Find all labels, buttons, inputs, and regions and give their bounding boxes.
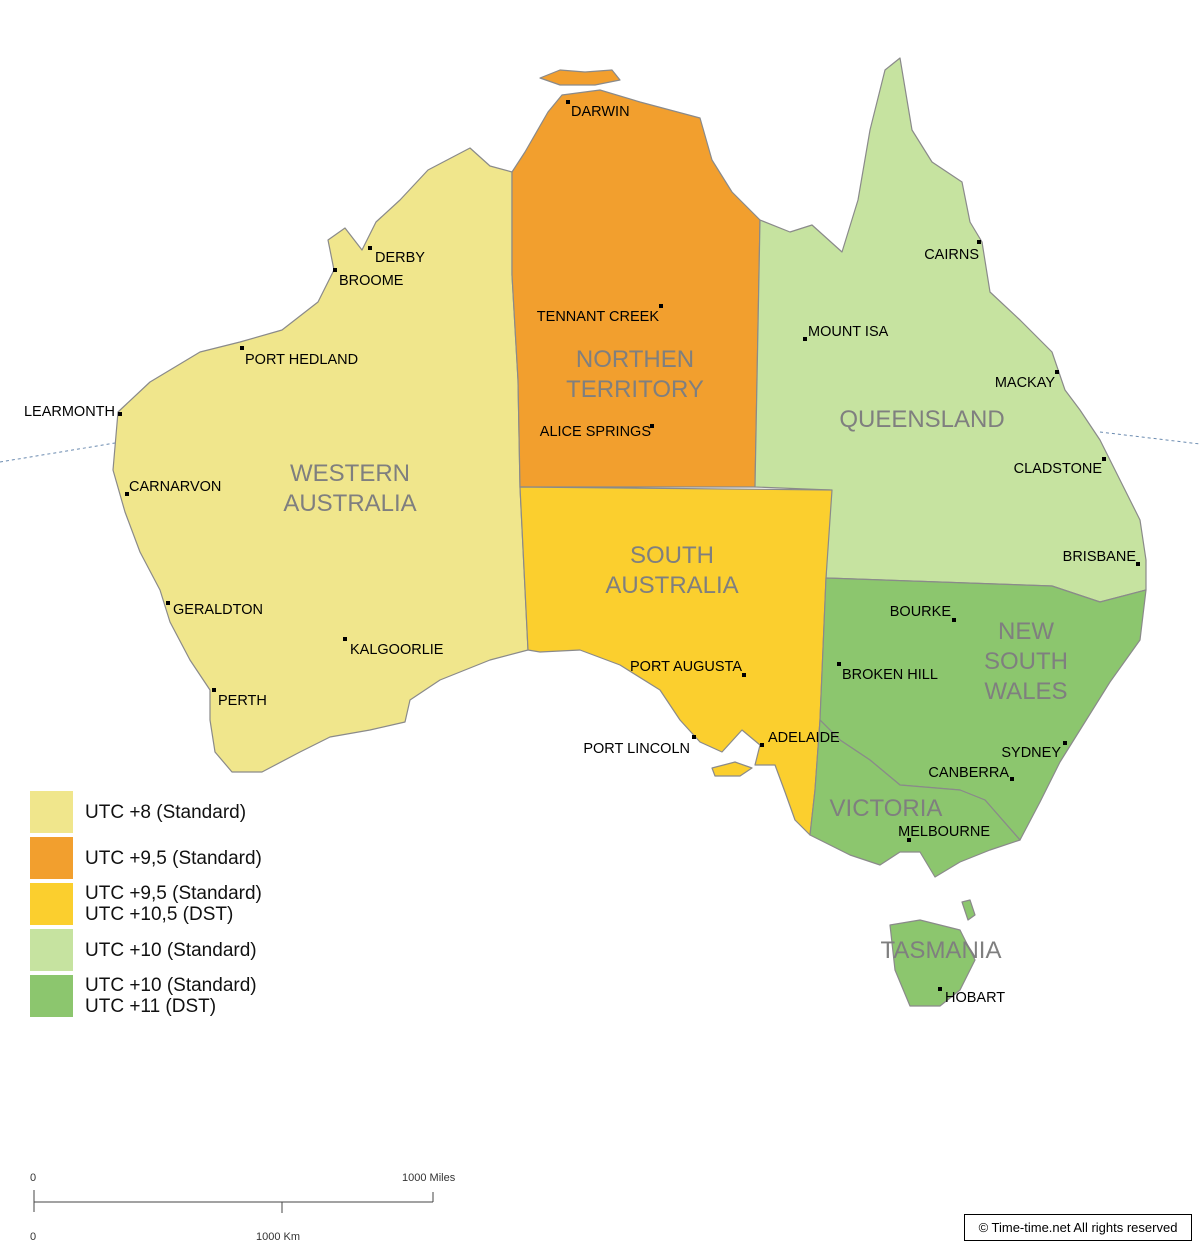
- city-marker: [907, 838, 911, 842]
- island-tiwi: [539, 69, 621, 86]
- city-label: ADELAIDE: [768, 730, 840, 746]
- legend-text: UTC +10,5 (DST): [85, 904, 234, 925]
- city-marker: [837, 662, 841, 666]
- city-marker: [952, 618, 956, 622]
- legend-swatch: [30, 837, 73, 879]
- city-marker: [650, 424, 654, 428]
- city-marker: [1055, 370, 1059, 374]
- city-label: CANBERRA: [928, 765, 1009, 781]
- region-label-nsw-2: SOUTH: [984, 648, 1068, 675]
- region-label-nt: NORTHEN: [576, 346, 694, 373]
- region-label-qld: QUEENSLAND: [839, 406, 1004, 433]
- region-label-tas: TASMANIA: [881, 937, 1002, 964]
- legend-swatch: [30, 791, 73, 833]
- region-label-nsw-3: WALES: [984, 678, 1067, 705]
- legend-swatch: [30, 929, 73, 971]
- legend-item: UTC +8 (Standard): [30, 791, 262, 833]
- scale-bar: [33, 1190, 434, 1213]
- city-marker: [166, 601, 170, 605]
- city-label: BROOME: [339, 273, 404, 289]
- city-marker: [977, 240, 981, 244]
- city-marker: [1010, 777, 1014, 781]
- city-marker: [368, 246, 372, 250]
- legend: UTC +8 (Standard) UTC +9,5 (Standard) UT…: [30, 791, 262, 1021]
- city-marker: [1136, 562, 1140, 566]
- legend-item: UTC +9,5 (Standard): [30, 837, 262, 879]
- city-marker: [938, 987, 942, 991]
- city-label: TENNANT CREEK: [537, 309, 660, 325]
- city-label: MACKAY: [995, 375, 1055, 391]
- city-label: CAIRNS: [924, 247, 979, 263]
- region-tasmania: [889, 919, 976, 1007]
- city-label: DERBY: [375, 250, 425, 266]
- region-label-nt-2: TERRITORY: [566, 376, 704, 403]
- city-label: BRISBANE: [1063, 549, 1137, 565]
- city-label: MOUNT ISA: [808, 324, 889, 340]
- city-label: CARNARVON: [129, 479, 221, 495]
- city-label: PORT LINCOLN: [583, 741, 690, 757]
- city-marker: [343, 637, 347, 641]
- legend-text: UTC +9,5 (Standard): [85, 883, 262, 904]
- legend-item: UTC +10 (Standard): [30, 929, 262, 971]
- region-label-sa: SOUTH: [630, 542, 714, 569]
- city-marker: [566, 100, 570, 104]
- scale-km-label: 1000 Km: [256, 1231, 300, 1243]
- scale-miles-label: 1000 Miles: [402, 1172, 456, 1184]
- city-marker: [659, 304, 663, 308]
- region-label-wa: WESTERN: [290, 460, 410, 487]
- region-label-vic: VICTORIA: [830, 795, 943, 822]
- legend-text: UTC +10 (Standard): [85, 975, 257, 996]
- city-label: DARWIN: [571, 104, 630, 120]
- legend-swatch: [30, 883, 73, 925]
- city-label: BROKEN HILL: [842, 667, 938, 683]
- city-label: SYDNEY: [1001, 745, 1061, 761]
- scale-zero-miles: 0: [30, 1172, 36, 1184]
- city-marker: [125, 492, 129, 496]
- scale-zero-km: 0: [30, 1231, 36, 1243]
- legend-text: UTC +10 (Standard): [85, 939, 257, 961]
- city-label: KALGOORLIE: [350, 642, 444, 658]
- tropic-line-east: [1099, 431, 1200, 445]
- city-label: PORT HEDLAND: [245, 352, 358, 368]
- tropic-line-west: [0, 442, 116, 463]
- city-marker: [1102, 457, 1106, 461]
- city-marker: [1063, 741, 1067, 745]
- city-label: HOBART: [945, 990, 1005, 1006]
- city-label: MELBOURNE: [898, 824, 990, 840]
- region-label-nsw: NEW: [998, 618, 1054, 645]
- region-label-wa-2: AUSTRALIA: [283, 490, 416, 517]
- city-marker: [333, 268, 337, 272]
- region-northern-territory: [511, 89, 761, 488]
- city-marker: [692, 735, 696, 739]
- region-label-sa-2: AUSTRALIA: [605, 572, 738, 599]
- city-marker: [742, 673, 746, 677]
- city-marker: [240, 346, 244, 350]
- city-marker: [803, 337, 807, 341]
- city-marker: [760, 743, 764, 747]
- city-label: CLADSTONE: [1014, 461, 1103, 477]
- region-western-australia: [112, 147, 529, 773]
- copyright-notice: © Time-time.net All rights reserved: [964, 1214, 1192, 1241]
- city-label: GERALDTON: [173, 602, 263, 618]
- legend-text: UTC +9,5 (Standard): [85, 847, 262, 869]
- legend-item: UTC +10 (Standard) UTC +11 (DST): [30, 975, 262, 1017]
- city-label: BOURKE: [890, 604, 952, 620]
- region-victoria: [809, 719, 1021, 878]
- kangaroo-island: [711, 761, 753, 777]
- legend-swatch: [30, 975, 73, 1017]
- flinders-island: [961, 899, 976, 921]
- city-marker: [212, 688, 216, 692]
- city-label: PORT AUGUSTA: [630, 659, 742, 675]
- city-label: ALICE SPRINGS: [540, 424, 651, 440]
- legend-text: UTC +8 (Standard): [85, 801, 247, 823]
- legend-item: UTC +9,5 (Standard) UTC +10,5 (DST): [30, 883, 262, 925]
- city-label: PERTH: [218, 693, 267, 709]
- legend-text: UTC +11 (DST): [85, 996, 217, 1017]
- city-label: LEARMONTH: [24, 404, 115, 420]
- city-marker: [118, 412, 122, 416]
